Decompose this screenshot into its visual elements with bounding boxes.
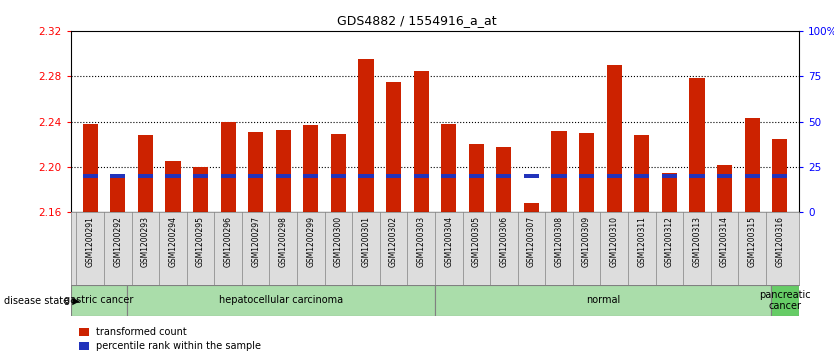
- Bar: [276, 174, 291, 178]
- Bar: [661, 173, 677, 212]
- Text: GSM1200305: GSM1200305: [472, 216, 480, 267]
- Bar: [579, 174, 594, 178]
- Bar: [414, 174, 429, 178]
- Text: pancreatic
cancer: pancreatic cancer: [759, 290, 811, 311]
- Text: GSM1200313: GSM1200313: [692, 216, 701, 267]
- Text: GSM1200301: GSM1200301: [361, 216, 370, 267]
- Text: GSM1200302: GSM1200302: [389, 216, 398, 267]
- Bar: [551, 131, 566, 212]
- Text: GDS4882 / 1554916_a_at: GDS4882 / 1554916_a_at: [337, 15, 497, 28]
- Text: GSM1200300: GSM1200300: [334, 216, 343, 267]
- Bar: [83, 124, 98, 212]
- Bar: [83, 174, 98, 178]
- Bar: [414, 70, 429, 212]
- Bar: [772, 139, 787, 212]
- Text: GSM1200307: GSM1200307: [527, 216, 536, 267]
- Bar: [690, 78, 705, 212]
- Bar: [717, 165, 732, 212]
- Text: GSM1200306: GSM1200306: [500, 216, 509, 267]
- Bar: [469, 174, 484, 178]
- Bar: [661, 174, 677, 178]
- Bar: [469, 144, 484, 212]
- Bar: [248, 174, 264, 178]
- Bar: [606, 174, 622, 178]
- Bar: [331, 134, 346, 212]
- Bar: [579, 133, 594, 212]
- Bar: [386, 82, 401, 212]
- Text: GSM1200299: GSM1200299: [306, 216, 315, 267]
- Text: gastric cancer: gastric cancer: [64, 295, 133, 305]
- Bar: [745, 118, 760, 212]
- Bar: [359, 59, 374, 212]
- Text: GSM1200296: GSM1200296: [224, 216, 233, 267]
- Text: GSM1200315: GSM1200315: [747, 216, 756, 267]
- Bar: [717, 174, 732, 178]
- Bar: [745, 174, 760, 178]
- Text: GSM1200293: GSM1200293: [141, 216, 150, 267]
- Bar: [386, 174, 401, 178]
- Bar: [496, 147, 511, 212]
- Text: GSM1200304: GSM1200304: [445, 216, 453, 267]
- Bar: [496, 174, 511, 178]
- Bar: [441, 124, 456, 212]
- Bar: [110, 175, 125, 212]
- Text: GSM1200308: GSM1200308: [555, 216, 564, 267]
- Text: GSM1200295: GSM1200295: [196, 216, 205, 267]
- Bar: [304, 174, 319, 178]
- Bar: [634, 174, 650, 178]
- Text: normal: normal: [585, 295, 620, 305]
- Bar: [524, 174, 539, 178]
- Bar: [606, 65, 622, 212]
- Bar: [71, 285, 127, 316]
- Bar: [634, 135, 650, 212]
- Text: transformed count: transformed count: [96, 327, 187, 337]
- Text: GSM1200314: GSM1200314: [720, 216, 729, 267]
- Bar: [193, 174, 208, 178]
- Bar: [193, 167, 208, 212]
- Bar: [138, 174, 153, 178]
- Text: GSM1200294: GSM1200294: [168, 216, 178, 267]
- Text: GSM1200310: GSM1200310: [610, 216, 619, 267]
- Text: GSM1200309: GSM1200309: [582, 216, 591, 267]
- Bar: [110, 174, 125, 178]
- Bar: [248, 132, 264, 212]
- Bar: [771, 285, 799, 316]
- Bar: [551, 174, 566, 178]
- Text: hepatocellular carcinoma: hepatocellular carcinoma: [219, 295, 343, 305]
- Text: percentile rank within the sample: percentile rank within the sample: [96, 341, 261, 351]
- Bar: [165, 161, 180, 212]
- Bar: [772, 174, 787, 178]
- Bar: [524, 203, 539, 212]
- Text: GSM1200316: GSM1200316: [775, 216, 784, 267]
- Bar: [138, 135, 153, 212]
- Text: GSM1200311: GSM1200311: [637, 216, 646, 267]
- Text: GSM1200291: GSM1200291: [86, 216, 95, 267]
- Bar: [331, 174, 346, 178]
- Text: disease state ▶: disease state ▶: [4, 295, 80, 305]
- Bar: [276, 130, 291, 212]
- Bar: [441, 174, 456, 178]
- Bar: [435, 285, 771, 316]
- Text: GSM1200292: GSM1200292: [113, 216, 123, 267]
- Text: GSM1200312: GSM1200312: [665, 216, 674, 267]
- Bar: [220, 122, 236, 212]
- Bar: [127, 285, 435, 316]
- Text: GSM1200298: GSM1200298: [279, 216, 288, 267]
- Bar: [220, 174, 236, 178]
- Bar: [304, 125, 319, 212]
- Bar: [690, 174, 705, 178]
- Text: GSM1200297: GSM1200297: [251, 216, 260, 267]
- Text: GSM1200303: GSM1200303: [417, 216, 425, 267]
- Bar: [359, 174, 374, 178]
- Bar: [165, 174, 180, 178]
